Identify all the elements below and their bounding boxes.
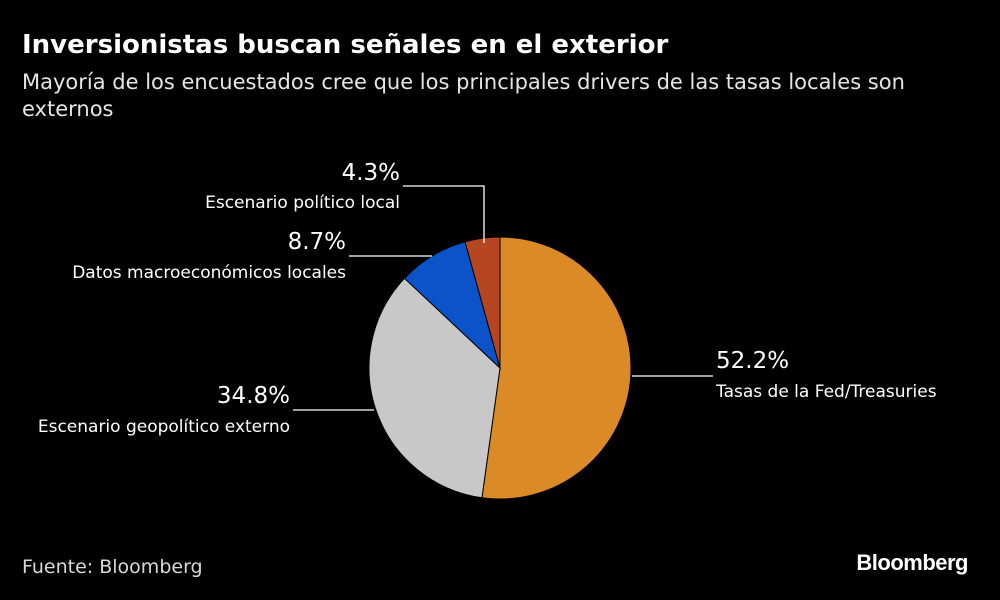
source-note: Fuente: Bloomberg <box>22 556 203 578</box>
pie-slice-1 <box>368 277 501 499</box>
data-label-value-0: 52.2% <box>716 348 789 374</box>
data-label-category-1: Escenario geopolítico externo <box>38 417 290 437</box>
pie-slice-0 <box>481 236 632 500</box>
chart-title: Inversionistas buscan señales en el exte… <box>22 30 669 60</box>
data-label-value-2: 8.7% <box>288 229 346 255</box>
data-label-category-2: Datos macroeconómicos locales <box>72 263 346 283</box>
bloomberg-logo: Bloomberg <box>856 550 968 575</box>
data-label-value-3: 4.3% <box>342 160 400 186</box>
leader-line-3 <box>403 185 485 243</box>
data-label-category-0: Tasas de la Fed/Treasuries <box>715 382 937 402</box>
chart-subtitle: Mayoría de los encuestados cree que los … <box>22 70 905 121</box>
data-label-category-3: Escenario político local <box>205 193 400 213</box>
pie-slice-3 <box>464 236 501 369</box>
data-label-value-1: 34.8% <box>217 383 290 409</box>
